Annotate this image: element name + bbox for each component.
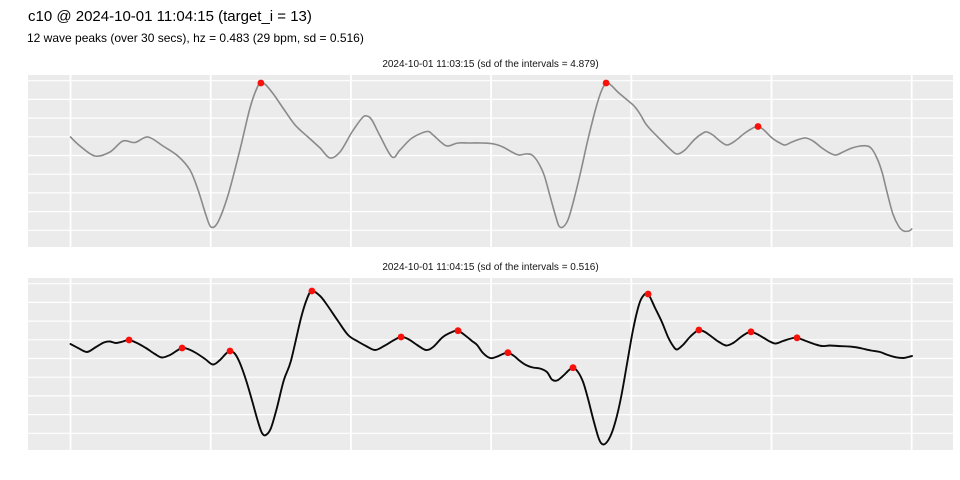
facet-strip-top: 2024-10-01 11:03:15 (sd of the intervals… <box>28 53 953 75</box>
peak-marker <box>695 326 703 334</box>
peak-marker <box>397 333 405 341</box>
peak-marker <box>454 327 462 335</box>
peak-marker <box>504 349 512 357</box>
peak-marker <box>793 334 801 342</box>
wave-panel-top <box>28 75 953 247</box>
wave-line <box>69 290 913 446</box>
plot-title: c10 @ 2024-10-01 11:04:15 (target_i = 13… <box>28 8 312 25</box>
peak-marker <box>257 79 265 87</box>
facet-strip-bottom-label: 2024-10-01 11:04:15 (sd of the intervals… <box>382 261 599 273</box>
peak-marker <box>754 123 762 130</box>
peak-marker <box>226 347 234 355</box>
peak-marker <box>602 79 610 87</box>
facet-strip-bottom: 2024-10-01 11:04:15 (sd of the intervals… <box>28 256 953 278</box>
wave-panel-bottom <box>28 278 953 450</box>
peak-marker <box>644 290 652 298</box>
peak-marker <box>308 287 316 295</box>
facet-strip-top-label: 2024-10-01 11:03:15 (sd of the intervals… <box>382 58 599 70</box>
peak-marker <box>747 328 755 336</box>
plot-subtitle: 12 wave peaks (over 30 secs), hz = 0.483… <box>27 31 364 45</box>
peak-marker <box>125 336 133 344</box>
peak-marker <box>178 344 186 352</box>
peak-marker <box>569 364 577 372</box>
